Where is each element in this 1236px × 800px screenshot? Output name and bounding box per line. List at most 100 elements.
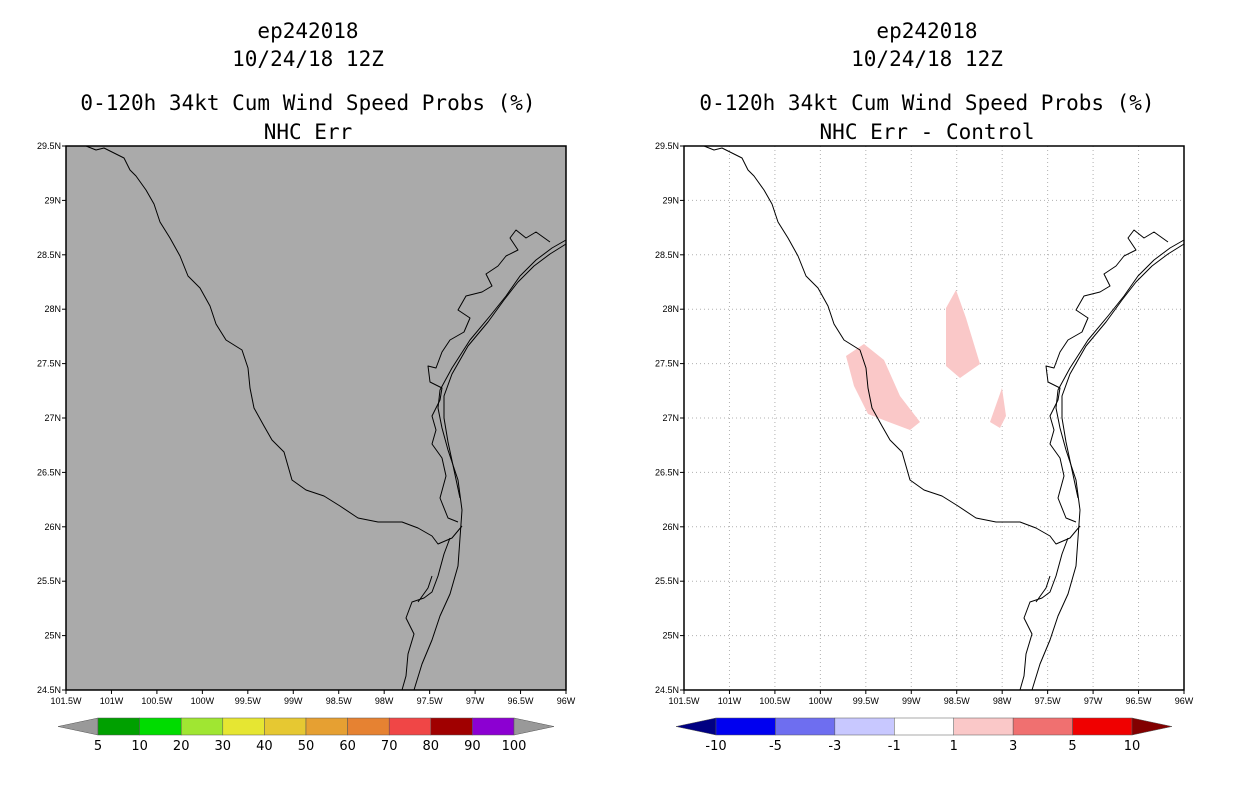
lat-tick-label: 25.5N — [655, 576, 679, 586]
colorbar-segment — [264, 717, 307, 736]
colorbar-segment — [894, 717, 954, 736]
colorbar-label: 5 — [94, 739, 102, 754]
lon-tick-label: 96.5W — [1126, 696, 1153, 706]
lon-tick-label: 97.5W — [1035, 696, 1062, 706]
right-title-product: 0-120h 34kt Cum Wind Speed Probs (%) — [699, 91, 1154, 115]
colorbar-segment — [834, 717, 895, 736]
colorbar-segment — [953, 717, 1014, 736]
colorbar-label: 5 — [1068, 739, 1076, 754]
left-title-storm: ep242018 — [257, 19, 358, 43]
left-lower-laguna — [401, 537, 451, 691]
lon-tick-label: 98W — [375, 696, 394, 706]
left-bay-outline — [427, 229, 551, 523]
lat-tick-label: 28.5N — [37, 250, 61, 260]
colorbar-segment — [775, 717, 836, 736]
lon-tick-label: 98W — [993, 696, 1012, 706]
colorbar-label: 30 — [215, 739, 232, 754]
shading-area-central — [946, 290, 980, 378]
colorbar-segment — [222, 717, 265, 736]
lon-tick-label: 96.5W — [508, 696, 535, 706]
lon-tick-label: 100W — [191, 696, 215, 706]
colorbar-label: 100 — [502, 739, 527, 754]
shading-area-west — [846, 344, 920, 430]
left-axis-labels: 101.5W 101W 100.5W 100W 99.5W 99W 98.5W 98W 97.5… — [37, 141, 576, 706]
left-colorbar: 5 10 20 30 40 50 60 70 80 90 100 — [57, 717, 555, 754]
colorbar-segment — [472, 717, 515, 736]
lon-tick-label: 101.5W — [50, 696, 82, 706]
lat-tick-label: 28.5N — [655, 250, 679, 260]
colorbar-low-triangle — [675, 717, 717, 736]
lat-tick-label: 27N — [662, 413, 679, 423]
lat-tick-label: 25N — [662, 631, 679, 641]
lat-tick-label: 24.5N — [37, 685, 61, 695]
left-map-background — [66, 146, 566, 690]
lon-tick-label: 101.5W — [668, 696, 700, 706]
colorbar-segment — [139, 717, 182, 736]
colorbar-segment — [305, 717, 348, 736]
left-title-product: 0-120h 34kt Cum Wind Speed Probs (%) — [80, 91, 535, 115]
colorbar-label: 60 — [339, 739, 356, 754]
right-coastline-main — [1031, 239, 1185, 691]
left-title-subtitle: NHC Err — [264, 120, 353, 144]
left-coastline-main — [413, 239, 567, 691]
right-lower-laguna — [1019, 537, 1069, 691]
lon-tick-label: 98.5W — [326, 696, 353, 706]
right-barrier-island — [1061, 243, 1185, 499]
lat-tick-label: 26.5N — [655, 467, 679, 477]
lon-tick-label: 99.5W — [235, 696, 262, 706]
colorbar-label: -1 — [888, 739, 901, 754]
colorbar-label: 50 — [298, 739, 315, 754]
colorbar-segment — [388, 717, 432, 736]
right-title-subtitle: NHC Err - Control — [820, 120, 1035, 144]
right-colorbar: -10 -5 -3 -1 1 3 5 10 — [675, 717, 1173, 754]
colorbar-label: -10 — [705, 739, 726, 754]
lon-tick-label: 99W — [284, 696, 303, 706]
lat-tick-label: 26N — [44, 522, 61, 532]
lat-tick-label: 25.5N — [37, 576, 61, 586]
lat-tick-label: 25N — [44, 631, 61, 641]
lon-tick-label: 98.5W — [944, 696, 971, 706]
colorbar-label: 10 — [1124, 739, 1141, 754]
right-probability-difference-shading — [846, 290, 1006, 430]
colorbar-label: 1 — [950, 739, 958, 754]
colorbar-high-triangle — [1131, 717, 1173, 736]
right-border-river — [703, 145, 1081, 545]
right-coastline — [703, 145, 1185, 691]
lat-tick-label: 26.5N — [37, 467, 61, 477]
lat-tick-label: 26N — [662, 522, 679, 532]
lon-tick-label: 100W — [809, 696, 833, 706]
colorbar-segment — [180, 717, 224, 736]
left-coastline — [85, 145, 567, 691]
lat-tick-label: 27.5N — [37, 359, 61, 369]
lon-tick-label: 97.5W — [417, 696, 444, 706]
right-axis-labels: 101.5W 101W 100.5W 100W 99.5W 99W 98.5W 98W 97.5… — [655, 141, 1194, 706]
lat-tick-label: 24.5N — [655, 685, 679, 695]
lon-tick-label: 101W — [718, 696, 742, 706]
colorbar-label: 70 — [381, 739, 398, 754]
lon-tick-label: 96W — [557, 696, 576, 706]
lat-tick-label: 29N — [44, 195, 61, 205]
left-panel: ep242018 10/24/18 12Z 0-120h 34kt Cum Wi… — [37, 19, 576, 754]
lat-tick-label: 28N — [662, 304, 679, 314]
lat-tick-label: 29.5N — [655, 141, 679, 151]
lat-tick-label: 29N — [662, 195, 679, 205]
colorbar-segment — [1072, 717, 1133, 736]
lon-tick-label: 97W — [1084, 696, 1103, 706]
colorbar-segment — [1012, 717, 1073, 736]
lon-tick-label: 100.5W — [141, 696, 173, 706]
colorbar-high-triangle — [513, 717, 555, 736]
colorbar-label: -5 — [769, 739, 782, 754]
lon-tick-label: 97W — [466, 696, 485, 706]
colorbar-segment — [715, 717, 776, 736]
lat-tick-label: 27.5N — [655, 359, 679, 369]
colorbar-segment — [347, 717, 390, 736]
lon-tick-label: 99.5W — [853, 696, 880, 706]
lon-tick-label: 101W — [100, 696, 124, 706]
colorbar-label: 20 — [173, 739, 190, 754]
colorbar-segment — [97, 717, 140, 736]
colorbar-low-triangle — [57, 717, 99, 736]
colorbar-segment — [430, 717, 473, 736]
right-gridlines — [684, 146, 1184, 690]
lat-tick-label: 28N — [44, 304, 61, 314]
